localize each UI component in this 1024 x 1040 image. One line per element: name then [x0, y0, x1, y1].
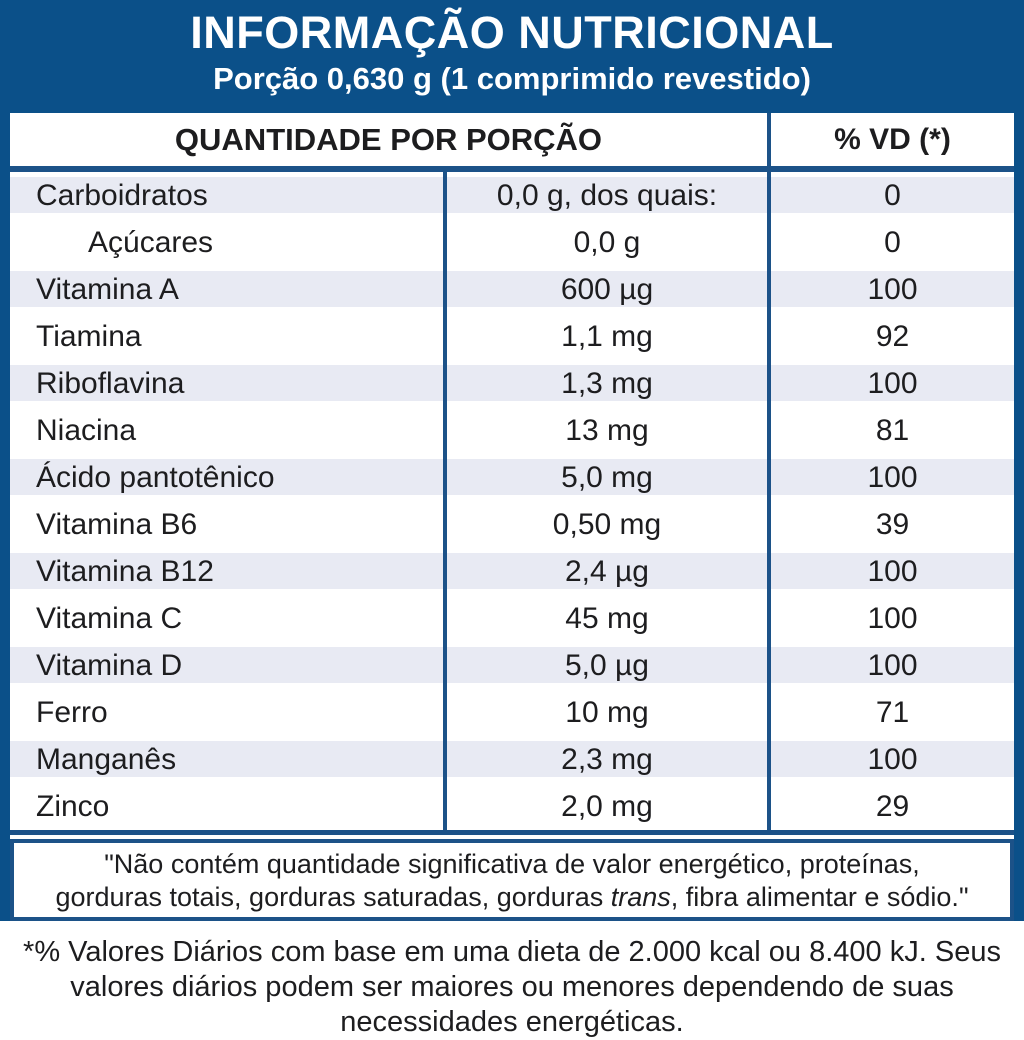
nutrient-name: Vitamina C [36, 601, 183, 635]
nutrient-amount: 2,3 mg [443, 736, 767, 783]
footnote-line-1: *% Valores Diários com base em uma dieta… [23, 936, 1001, 968]
label-title: INFORMAÇÃO NUTRICIONAL [190, 7, 834, 58]
nutrient-daily-value: 100 [767, 266, 1014, 313]
nutrient-daily-value: 100 [767, 548, 1014, 595]
table-row: Açúcares 0,0 g 0 [10, 219, 1014, 266]
nutrient-amount: 13 mg [443, 407, 767, 454]
nutrient-amount: 600 µg [443, 266, 767, 313]
nutrient-daily-value: 0 [767, 219, 1014, 266]
disclaimer-line-2: gorduras totais, gorduras saturadas, gor… [14, 881, 1010, 914]
column-header-quantity: QUANTIDADE POR PORÇÃO [174, 121, 603, 157]
nutrient-daily-value: 100 [767, 595, 1014, 642]
nutrient-name: Ferro [36, 695, 108, 729]
nutrient-amount: 5,0 µg [443, 642, 767, 689]
table-row: Riboflavina 1,3 mg 100 [10, 360, 1014, 407]
table-row: Vitamina C 45 mg 100 [10, 595, 1014, 642]
table-row: Carboidratos 0,0 g, dos quais: 0 [10, 172, 1014, 219]
nutrient-name: Tiamina [36, 319, 142, 353]
table-row: Niacina 13 mg 81 [10, 407, 1014, 454]
table-row: Vitamina A 600 µg 100 [10, 266, 1014, 313]
nutrient-daily-value: 29 [767, 783, 1014, 830]
disclaimer-text-1: "Não contém quantidade significativa de … [104, 849, 920, 879]
nutrient-daily-value: 100 [767, 360, 1014, 407]
nutrient-amount: 2,0 mg [443, 783, 767, 830]
nutrient-name: Vitamina A [36, 272, 179, 306]
table-row: Manganês 2,3 mg 100 [10, 736, 1014, 783]
nutrient-amount: 5,0 mg [443, 454, 767, 501]
nutrient-amount: 0,0 g, dos quais: [443, 172, 767, 219]
nutrient-daily-value: 100 [767, 642, 1014, 689]
table-header-row: QUANTIDADE POR PORÇÃO % VD (*) [10, 113, 1014, 172]
serving-size: Porção 0,630 g (1 comprimido revestido) [213, 61, 811, 96]
nutrient-name: Açúcares [88, 225, 214, 259]
nutrient-name: Vitamina B12 [36, 554, 214, 588]
nutrient-amount: 1,3 mg [443, 360, 767, 407]
nutrient-amount: 45 mg [443, 595, 767, 642]
nutrient-name: Manganês [36, 742, 177, 776]
nutrient-daily-value: 100 [767, 454, 1014, 501]
nutrient-amount: 0,50 mg [443, 501, 767, 548]
daily-values-footnote: *% Valores Diários com base em uma dieta… [0, 935, 1024, 1040]
table-row: Tiamina 1,1 mg 92 [10, 313, 1014, 360]
table-row: Vitamina B6 0,50 mg 39 [10, 501, 1014, 548]
table-row: Vitamina D 5,0 µg 100 [10, 642, 1014, 689]
table-row: Zinco 2,0 mg 29 [10, 783, 1014, 830]
nutrient-daily-value: 81 [767, 407, 1014, 454]
nutrient-name: Riboflavina [36, 366, 185, 400]
nutrient-name: Ácido pantotênico [36, 460, 275, 494]
nutrient-daily-value: 39 [767, 501, 1014, 548]
nutrient-daily-value: 100 [767, 736, 1014, 783]
disclaimer-text-2a: gorduras totais, gorduras saturadas, gor… [55, 882, 611, 912]
label-frame: QUANTIDADE POR PORÇÃO % VD (*) Carboidra… [0, 113, 1024, 921]
table-row: Vitamina B12 2,4 µg 100 [10, 548, 1014, 595]
disclaimer-line-1: "Não contém quantidade significativa de … [14, 848, 1010, 881]
table-body: Carboidratos 0,0 g, dos quais: 0 Açúcare… [10, 172, 1014, 830]
nutrient-daily-value: 71 [767, 689, 1014, 736]
nutrient-amount: 0,0 g [443, 219, 767, 266]
footnote-line-3: necessidades energéticas. [340, 1006, 684, 1038]
footnote-line-2: valores diários podem ser maiores ou men… [70, 971, 954, 1003]
nutrition-table: QUANTIDADE POR PORÇÃO % VD (*) Carboidra… [10, 113, 1014, 835]
nutrient-amount: 1,1 mg [443, 313, 767, 360]
nutrient-daily-value: 0 [767, 172, 1014, 219]
disclaimer-box: "Não contém quantidade significativa de … [10, 839, 1014, 921]
nutrient-amount: 10 mg [443, 689, 767, 736]
nutrient-amount: 2,4 µg [443, 548, 767, 595]
nutrient-daily-value: 92 [767, 313, 1014, 360]
label-header: INFORMAÇÃO NUTRICIONAL Porção 0,630 g (1… [0, 0, 1024, 113]
nutrient-name: Niacina [36, 413, 137, 447]
table-row: Ácido pantotênico 5,0 mg 100 [10, 454, 1014, 501]
nutrient-name: Vitamina D [36, 648, 183, 682]
disclaimer-trans-word: trans [610, 882, 671, 912]
nutrient-name: Zinco [36, 789, 110, 823]
disclaimer-text-2b: , fibra alimentar e sódio." [670, 882, 969, 912]
nutrient-name: Vitamina B6 [36, 507, 198, 541]
nutrient-name: Carboidratos [36, 178, 208, 212]
column-header-vd: % VD (*) [767, 113, 1014, 166]
table-row: Ferro 10 mg 71 [10, 689, 1014, 736]
